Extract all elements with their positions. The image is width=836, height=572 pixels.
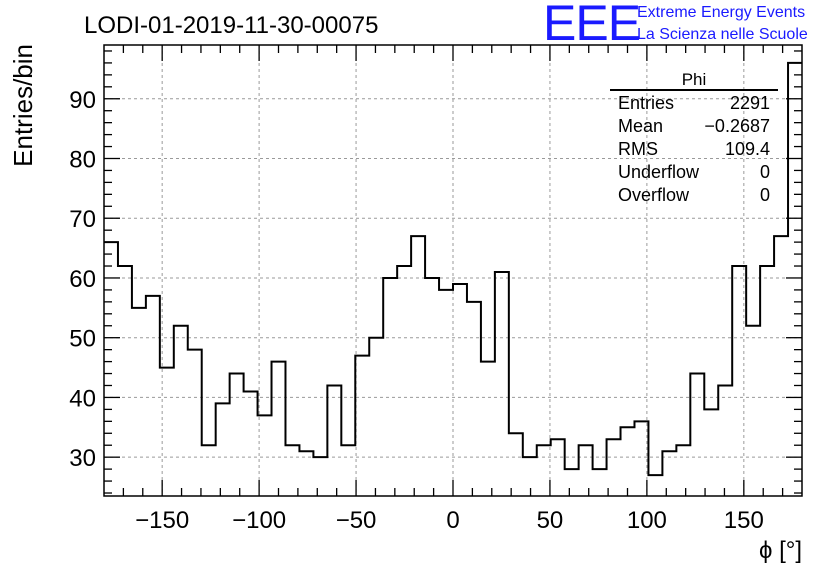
histogram-bin bbox=[104, 242, 118, 496]
chart-title: LODI-01-2019-11-30-00075 bbox=[84, 12, 378, 39]
histogram-bin bbox=[355, 356, 369, 496]
y-tick-label: 80 bbox=[69, 146, 96, 173]
histogram-bin bbox=[118, 266, 132, 496]
histogram-bin bbox=[704, 409, 718, 496]
x-axis-label: ϕ [°] bbox=[759, 537, 802, 564]
x-tick-label: −150 bbox=[135, 507, 189, 534]
stats-value: 0 bbox=[760, 162, 770, 182]
x-tick-label: 100 bbox=[627, 507, 667, 534]
histogram-bin bbox=[313, 457, 327, 496]
x-tick-label: −50 bbox=[336, 507, 377, 534]
histogram-bin bbox=[607, 439, 621, 496]
histogram-bin bbox=[216, 403, 230, 496]
histogram-bin bbox=[746, 326, 760, 496]
y-axis-label: Entries/bin bbox=[8, 44, 38, 167]
histogram-bin bbox=[537, 445, 551, 496]
histogram-bin bbox=[285, 445, 299, 496]
histogram-bin bbox=[648, 475, 662, 496]
histogram-bin bbox=[662, 451, 676, 496]
histogram-bin bbox=[676, 445, 690, 496]
stats-label: Overflow bbox=[618, 185, 690, 205]
x-tick-labels: −150 −100 −50 0 50 100 150 bbox=[135, 507, 764, 534]
grid-lines bbox=[104, 45, 802, 496]
histogram-bin bbox=[774, 236, 788, 496]
histogram-bin bbox=[453, 284, 467, 496]
x-tick-label: 150 bbox=[724, 507, 764, 534]
histogram-bin bbox=[788, 63, 802, 496]
histogram-bin bbox=[509, 433, 523, 496]
histogram-bin bbox=[202, 445, 216, 496]
histogram-bin bbox=[579, 445, 593, 496]
y-tick-labels: 30 40 50 60 70 80 90 bbox=[69, 87, 96, 472]
y-tick-label: 30 bbox=[69, 445, 96, 472]
histogram-bin bbox=[634, 421, 648, 496]
histogram-bin bbox=[383, 278, 397, 496]
histogram-bin bbox=[258, 415, 272, 496]
histogram-bin bbox=[160, 368, 174, 496]
stats-label: RMS bbox=[618, 139, 658, 159]
histogram-bin bbox=[327, 385, 341, 496]
y-tick-label: 70 bbox=[69, 206, 96, 233]
y-tick-label: 50 bbox=[69, 326, 96, 353]
histogram-bin bbox=[132, 308, 146, 496]
histogram-bin bbox=[732, 266, 746, 496]
histogram-bin bbox=[425, 278, 439, 496]
stats-value: 0 bbox=[760, 185, 770, 205]
y-tick-label: 90 bbox=[69, 87, 96, 114]
stats-value: −0.2687 bbox=[704, 116, 770, 136]
histogram-bin bbox=[467, 302, 481, 496]
stats-label: Underflow bbox=[618, 162, 700, 182]
histogram-bin bbox=[621, 427, 635, 496]
logo-line-1: Extreme Energy Events bbox=[637, 4, 806, 21]
histogram-bin bbox=[439, 290, 453, 496]
histogram-bin bbox=[230, 374, 244, 496]
histogram-bin bbox=[188, 350, 202, 496]
histogram-bin bbox=[718, 385, 732, 496]
histogram-bin bbox=[411, 236, 425, 496]
histogram-bin bbox=[174, 326, 188, 496]
histogram-bin bbox=[565, 469, 579, 496]
histogram-bin bbox=[341, 445, 355, 496]
x-tick-label: 50 bbox=[537, 507, 564, 534]
histogram-bin bbox=[146, 296, 160, 496]
histogram-bin bbox=[299, 451, 313, 496]
x-tick-label: −100 bbox=[232, 507, 286, 534]
histogram-bin bbox=[690, 374, 704, 496]
stats-value: 2291 bbox=[730, 93, 770, 113]
plot-frame bbox=[103, 44, 803, 497]
histogram-bin bbox=[760, 266, 774, 496]
stats-label: Mean bbox=[618, 116, 663, 136]
stats-label: Entries bbox=[618, 93, 674, 113]
histogram-bin bbox=[495, 272, 509, 496]
histogram-bin bbox=[244, 391, 258, 496]
histogram-outline bbox=[104, 61, 802, 477]
histogram-bin bbox=[369, 338, 383, 496]
histogram-bin bbox=[481, 362, 495, 496]
histogram-bin bbox=[551, 439, 565, 496]
y-tick-label: 40 bbox=[69, 385, 96, 412]
histogram-bin bbox=[593, 469, 607, 496]
x-tick-label: 0 bbox=[446, 507, 459, 534]
histogram-bin bbox=[272, 362, 286, 496]
histogram-bin bbox=[397, 266, 411, 496]
eee-logo: EEE bbox=[543, 0, 641, 51]
logo-line-2: La Scienza nelle Scuole bbox=[637, 26, 808, 43]
y-tick-label: 60 bbox=[69, 266, 96, 293]
stats-value: 109.4 bbox=[725, 139, 770, 159]
stats-title: Phi bbox=[682, 70, 707, 89]
histogram-bin bbox=[523, 457, 537, 496]
stats-box: Phi Entries 2291 Mean −0.2687 RMS 109.4 Underf… bbox=[610, 70, 778, 205]
